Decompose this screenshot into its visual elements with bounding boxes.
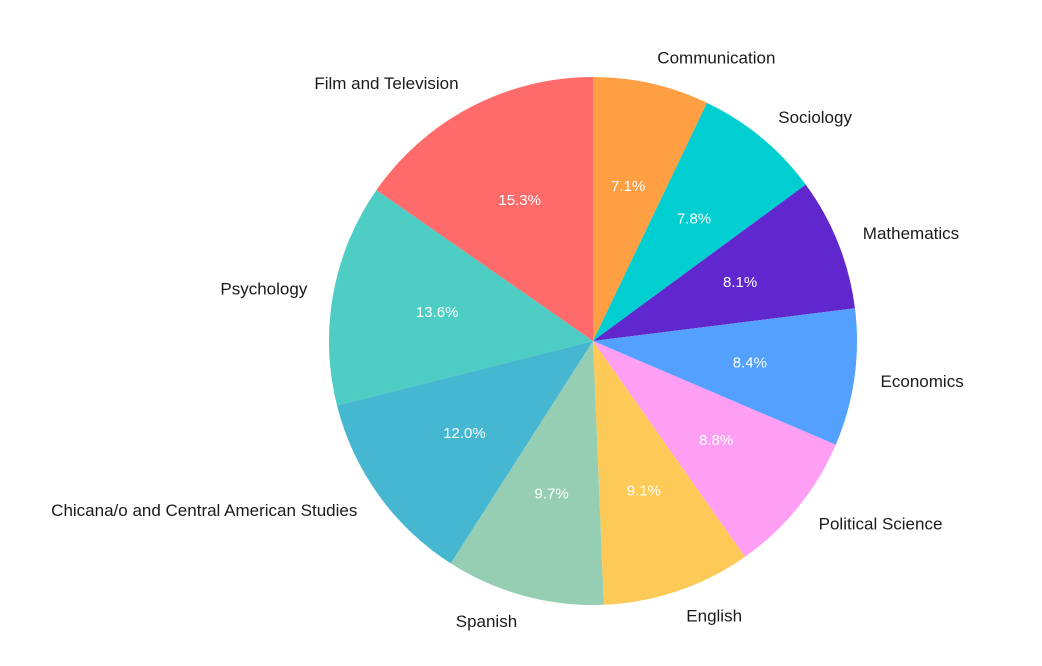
category-label-sociology: Sociology (778, 108, 852, 127)
pie-slice-film-and-television (376, 77, 593, 341)
pie-slice-psychology (328, 190, 593, 406)
category-label-economics: Economics (881, 372, 964, 391)
category-label-political-science: Political Science (819, 514, 943, 533)
percent-label-mathematics: 8.1% (723, 274, 757, 291)
pie-slice-mathematics (593, 184, 855, 341)
pie-slice-sociology (593, 102, 806, 342)
percent-label-communication: 7.1% (611, 178, 645, 195)
pie-slice-spanish (450, 341, 604, 605)
category-label-spanish: Spanish (456, 612, 517, 631)
percent-labels-layer: 7.1% 7.8% 8.1% 8.4% 8.8% 9.1% 9.7% 12.0% 13.6% 15… (416, 178, 767, 502)
slices-layer (328, 77, 858, 605)
pie-slice-economics (593, 308, 858, 445)
pie-slice-english (593, 341, 745, 605)
category-label-english: English (686, 607, 742, 626)
category-label-chicana-o-and-central-american-studies: Chicana/o and Central American Studies (51, 501, 357, 520)
category-label-communication: Communication (657, 48, 775, 67)
pie-slice-chicana-o-and-central-american-studies (337, 341, 593, 564)
pie-slice-communication (593, 77, 708, 341)
percent-label-spanish: 9.7% (535, 485, 569, 502)
category-label-psychology: Psychology (220, 279, 307, 298)
category-label-mathematics: Mathematics (863, 224, 959, 243)
category-labels-layer: Communication Sociology Mathematics Economi… (51, 48, 964, 631)
category-label-film-and-television: Film and Television (314, 74, 458, 93)
percent-label-psychology: 13.6% (416, 304, 459, 321)
percent-label-chicana-o-and-central-american-studies: 12.0% (443, 425, 486, 442)
percent-label-film-and-television: 15.3% (498, 192, 541, 209)
percent-label-english: 9.1% (627, 483, 661, 500)
percent-label-economics: 8.4% (733, 355, 767, 372)
percent-label-political-science: 8.8% (699, 432, 733, 449)
percent-label-sociology: 7.8% (677, 211, 711, 228)
pie-slice-political-science (593, 341, 836, 557)
